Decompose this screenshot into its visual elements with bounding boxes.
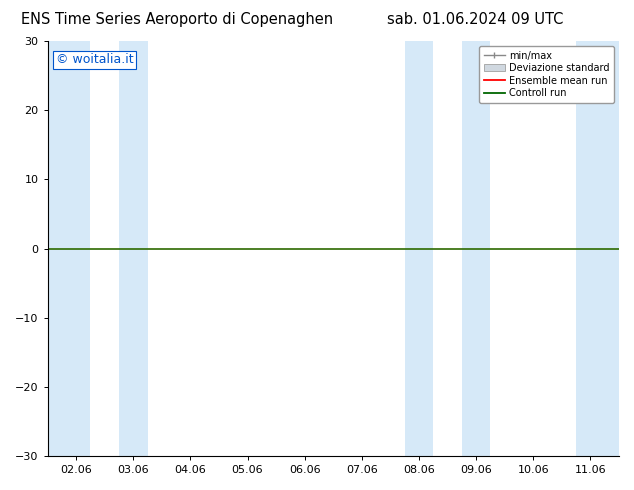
Bar	[404, 41, 433, 456]
Text: © woitalia.it: © woitalia.it	[56, 53, 134, 67]
Text: ENS Time Series Aeroporto di Copenaghen: ENS Time Series Aeroporto di Copenaghen	[22, 12, 333, 27]
Bar	[462, 41, 491, 456]
Bar	[119, 41, 148, 456]
Legend: min/max, Deviazione standard, Ensemble mean run, Controll run: min/max, Deviazione standard, Ensemble m…	[479, 46, 614, 103]
Bar	[48, 41, 91, 456]
Bar	[576, 41, 619, 456]
Text: sab. 01.06.2024 09 UTC: sab. 01.06.2024 09 UTC	[387, 12, 564, 27]
